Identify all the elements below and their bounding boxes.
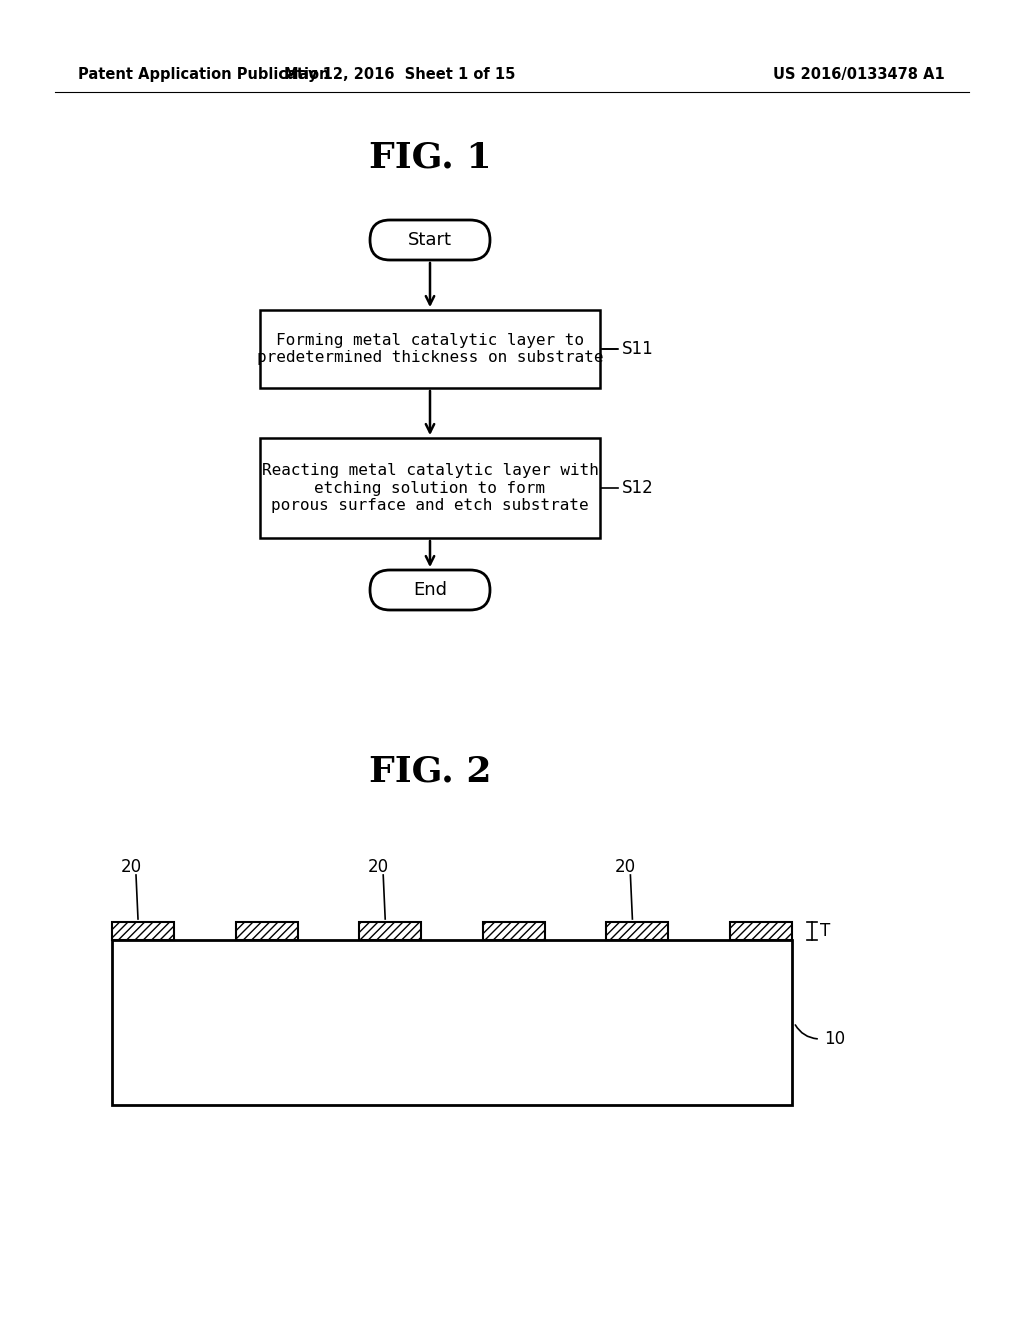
FancyBboxPatch shape bbox=[370, 220, 490, 260]
Bar bbox=[359, 921, 421, 940]
Bar bbox=[112, 940, 792, 1105]
Text: 20: 20 bbox=[121, 858, 141, 876]
Text: Patent Application Publication: Patent Application Publication bbox=[78, 67, 330, 82]
Bar bbox=[730, 921, 792, 940]
Text: Forming metal catalytic layer to
predetermined thickness on substrate: Forming metal catalytic layer to predete… bbox=[257, 333, 603, 366]
Bar bbox=[482, 921, 545, 940]
FancyBboxPatch shape bbox=[370, 570, 490, 610]
Bar bbox=[606, 921, 669, 940]
Text: 20: 20 bbox=[614, 858, 636, 876]
Text: 20: 20 bbox=[368, 858, 389, 876]
Bar bbox=[112, 921, 174, 940]
Text: Start: Start bbox=[408, 231, 452, 249]
Text: S12: S12 bbox=[622, 479, 653, 498]
Text: FIG. 2: FIG. 2 bbox=[369, 755, 492, 789]
Text: May 12, 2016  Sheet 1 of 15: May 12, 2016 Sheet 1 of 15 bbox=[285, 67, 516, 82]
Text: T: T bbox=[820, 921, 830, 940]
Bar bbox=[260, 438, 600, 539]
Text: S11: S11 bbox=[622, 341, 653, 358]
Bar bbox=[260, 310, 600, 388]
Text: End: End bbox=[413, 581, 447, 599]
Text: FIG. 1: FIG. 1 bbox=[369, 141, 492, 176]
Text: Reacting metal catalytic layer with
etching solution to form
porous surface and : Reacting metal catalytic layer with etch… bbox=[261, 463, 598, 513]
Text: US 2016/0133478 A1: US 2016/0133478 A1 bbox=[773, 67, 945, 82]
Bar bbox=[236, 921, 298, 940]
Text: 10: 10 bbox=[824, 1030, 845, 1048]
